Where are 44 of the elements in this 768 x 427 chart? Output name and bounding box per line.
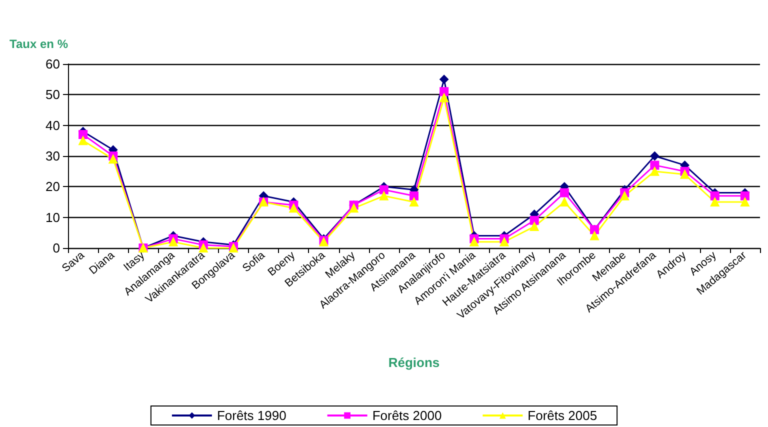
y-tick-label: 0 — [52, 240, 60, 256]
y-axis-title: Taux en % — [10, 37, 68, 51]
point — [440, 74, 449, 84]
point — [590, 231, 600, 240]
point — [650, 160, 660, 170]
point — [379, 191, 388, 200]
point — [560, 198, 569, 206]
point — [650, 166, 660, 176]
point — [379, 185, 388, 194]
point — [680, 170, 690, 179]
y-tick-label: 40 — [46, 118, 60, 133]
point — [440, 93, 449, 102]
point — [650, 152, 660, 160]
x-tick-label: Sava — [60, 248, 88, 275]
legend-label: Forêts 2005 — [528, 408, 598, 423]
point — [168, 237, 178, 246]
x-axis-title: Régions — [388, 355, 440, 370]
point — [560, 188, 569, 198]
y-tick-label: 50 — [46, 87, 60, 102]
point — [349, 204, 358, 213]
legend-label: Forêts 1990 — [216, 408, 286, 423]
y-tick-label: 20 — [46, 179, 60, 194]
point — [440, 87, 449, 96]
point — [740, 198, 750, 206]
point — [740, 191, 750, 200]
y-tick-label: 30 — [46, 148, 60, 164]
point — [410, 198, 418, 206]
y-tick-label: 10 — [46, 210, 60, 225]
point — [410, 191, 418, 200]
point — [500, 237, 509, 246]
point — [710, 191, 720, 200]
legend-label: Forêts 2000 — [372, 408, 442, 423]
point — [530, 216, 539, 225]
point — [78, 136, 88, 146]
point — [289, 204, 298, 213]
y-tick-label: 60 — [46, 56, 60, 72]
point — [620, 191, 630, 200]
point — [530, 222, 539, 232]
point — [710, 198, 720, 206]
point — [198, 244, 208, 252]
point — [108, 154, 118, 164]
x-tick-label: Sofia — [240, 248, 268, 275]
point — [78, 130, 88, 140]
point — [470, 237, 479, 246]
